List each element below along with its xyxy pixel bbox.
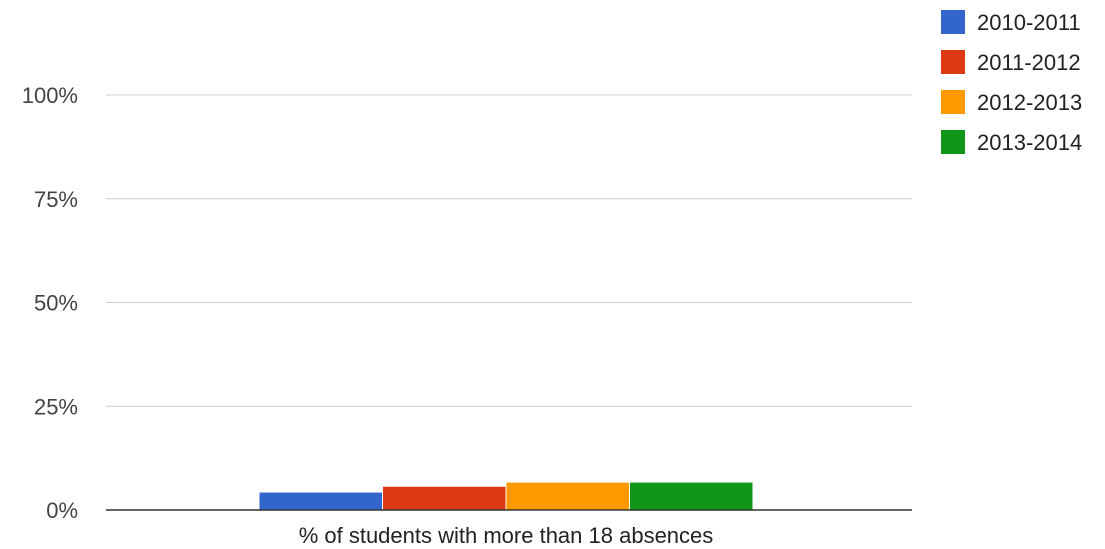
legend-label: 2011-2012 bbox=[977, 50, 1081, 75]
legend-label: 2012-2013 bbox=[977, 90, 1082, 115]
legend-swatch bbox=[941, 130, 965, 154]
legend-item-2011-2012[interactable]: 2011-2012 bbox=[941, 50, 1081, 75]
y-axis-ticks: 0% 25% 50% 75% 100% bbox=[22, 83, 78, 523]
legend-label: 2013-2014 bbox=[977, 130, 1082, 155]
legend-swatch bbox=[941, 10, 965, 34]
legend-item-2010-2011[interactable]: 2010-2011 bbox=[941, 10, 1081, 35]
y-tick-label: 75% bbox=[34, 187, 78, 212]
x-category-label: % of students with more than 18 absences bbox=[299, 523, 714, 548]
bar-2012-2013[interactable] bbox=[506, 482, 630, 510]
bar-2011-2012[interactable] bbox=[383, 486, 506, 510]
legend-item-2013-2014[interactable]: 2013-2014 bbox=[941, 130, 1082, 155]
x-axis-categories: % of students with more than 18 absences bbox=[299, 523, 714, 548]
y-tick-label: 0% bbox=[46, 498, 78, 523]
y-tick-label: 50% bbox=[34, 291, 78, 316]
gridlines bbox=[106, 94, 912, 407]
y-tick-label: 25% bbox=[34, 394, 78, 419]
legend-label: 2010-2011 bbox=[977, 10, 1081, 35]
bar-2010-2011[interactable] bbox=[259, 492, 383, 510]
y-tick-label: 100% bbox=[22, 83, 78, 108]
legend-item-2012-2013[interactable]: 2012-2013 bbox=[941, 90, 1082, 115]
bars bbox=[259, 482, 753, 510]
bar-2013-2014[interactable] bbox=[630, 482, 753, 510]
legend[interactable]: 2010-2011 2011-2012 2012-2013 2013-2014 bbox=[941, 10, 1082, 155]
legend-swatch bbox=[941, 50, 965, 74]
legend-swatch bbox=[941, 90, 965, 114]
